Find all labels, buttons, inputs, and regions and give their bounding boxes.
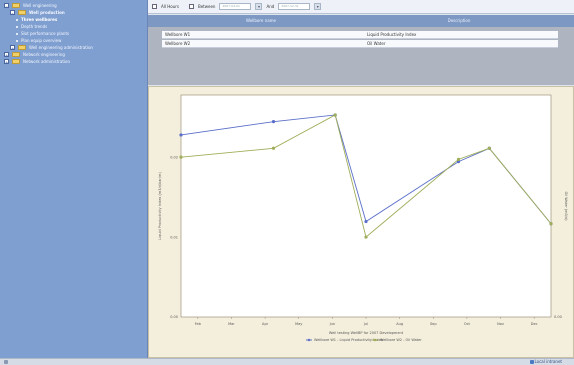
status-bar: Local intranet <box>0 358 574 365</box>
tree-item-label: Plan equip overview <box>21 38 62 43</box>
data-point <box>456 160 461 164</box>
expand-icon[interactable]: + <box>10 45 15 51</box>
data-point <box>364 219 368 224</box>
line-chart: Feb Mar Apr May Jun Jul Aug Sep Oct Nov Dec 0.00 0.0… <box>158 94 568 342</box>
tree-item-label: Network administration <box>23 59 71 64</box>
legend-marker <box>373 338 377 342</box>
table-row[interactable]: Wellbore W1 Liquid Productivity Index <box>162 31 558 39</box>
chart-panel: Feb Mar Apr May Jun Jul Aug Sep Oct Nov Dec 0.00 0.0… <box>148 86 574 358</box>
x-tick-label: Dec <box>531 322 538 326</box>
folder-icon <box>18 45 26 50</box>
x-axis-label: Well testing WellBP for 2007 Development <box>329 331 404 335</box>
row-description-cell: Oil Water <box>367 41 386 46</box>
x-tick-label: Mar <box>228 322 235 326</box>
from-date-input[interactable]: 2007-04-01 <box>219 3 252 10</box>
data-point <box>271 120 276 124</box>
and-label: And <box>266 4 275 9</box>
tree-item[interactable]: + Network engineering <box>4 51 65 58</box>
tree-item[interactable]: – Well engineering <box>4 2 57 9</box>
folder-icon <box>12 52 20 57</box>
tree-item[interactable]: Depth trends <box>16 23 47 30</box>
data-point <box>179 133 183 137</box>
y-tick-label: 0.02 <box>170 155 178 159</box>
y2-axis-label: Oil Water (m3/d) <box>564 191 568 221</box>
x-tick-label: Jul <box>363 322 368 326</box>
column-header-description[interactable]: Description <box>447 18 471 23</box>
tree-item[interactable]: + Well engineering administration <box>10 44 93 51</box>
tree-item[interactable]: Three wellbores <box>16 16 57 23</box>
legend-label: Wellbore W1 - Liquid Productivity Index <box>314 338 383 342</box>
status-text: Local intranet <box>534 359 562 364</box>
tree-item-label: Well production <box>29 10 65 15</box>
tree-item-label: Well engineering <box>23 3 57 8</box>
x-tick-label: Jun <box>329 322 335 326</box>
x-tick-label: May <box>295 322 302 326</box>
intranet-icon <box>530 360 534 364</box>
tree-item-label: Slot performance plants <box>21 31 70 36</box>
data-point <box>179 155 183 159</box>
y2-tick-label: 0.00 <box>554 315 562 319</box>
table-row[interactable]: Wellbore W2 Oil Water <box>162 40 558 48</box>
navigation-tree: – Well engineering – Well production Three w… <box>0 0 148 358</box>
plot-area <box>180 94 552 318</box>
x-tick-label: Apr <box>262 322 269 326</box>
grid-header: Wellbore name Description <box>148 15 574 27</box>
folder-icon <box>12 3 20 8</box>
bullet-icon <box>16 18 18 21</box>
between-label: Between <box>197 4 216 9</box>
legend-marker <box>307 338 311 342</box>
x-tick-label: Sep <box>430 322 437 326</box>
bullet-icon <box>16 25 18 28</box>
tree-item-label: Well engineering administration <box>29 45 93 50</box>
legend-label: Wellbore W2 - Oil Water <box>380 338 422 342</box>
to-date-input[interactable]: 2007-12-31 <box>278 3 311 10</box>
all-hours-label: All Hours <box>161 4 179 9</box>
column-header-name[interactable]: Wellbore name <box>245 18 277 23</box>
data-point <box>271 146 276 150</box>
tree-item-label: Depth trends <box>21 24 48 29</box>
x-tick-label: Feb <box>195 322 202 326</box>
bullet-icon <box>16 32 18 35</box>
from-date-dropdown-icon[interactable]: ▾ <box>255 3 263 10</box>
y-axis-label: Liquid Productivity Index (m3/d/bar/m) <box>158 172 162 240</box>
date-filter-toolbar: All Hours Between 2007-04-01 ▾ And 2007-… <box>148 0 574 14</box>
collapse-icon[interactable]: – <box>4 3 9 9</box>
row-name-cell: Wellbore W2 <box>165 41 191 46</box>
data-point <box>364 235 368 239</box>
row-description-cell: Liquid Productivity Index <box>367 32 417 37</box>
bullet-icon <box>16 39 18 42</box>
x-tick-label: Oct <box>464 322 471 326</box>
data-point <box>487 146 491 150</box>
y-tick-label: 0.00 <box>170 315 178 319</box>
data-point <box>333 113 337 117</box>
to-date-dropdown-icon[interactable]: ▾ <box>314 3 322 10</box>
collapse-icon[interactable]: – <box>10 10 15 16</box>
folder-icon <box>18 10 26 15</box>
tree-item[interactable]: Plan equip overview <box>16 37 61 44</box>
expand-icon[interactable]: + <box>4 52 9 58</box>
page-icon <box>4 360 8 364</box>
tree-item-label: Network engineering <box>23 52 65 57</box>
all-hours-checkbox[interactable] <box>152 4 157 9</box>
tree-item[interactable]: + Network administration <box>4 58 70 65</box>
folder-icon <box>12 59 20 64</box>
y-tick-label: 0.01 <box>170 235 178 239</box>
x-tick-label: Aug <box>396 322 403 326</box>
data-point <box>549 222 553 226</box>
row-name-cell: Wellbore W1 <box>165 32 191 37</box>
tree-item[interactable]: Slot performance plants <box>16 30 69 37</box>
data-point <box>456 157 461 161</box>
between-checkbox[interactable] <box>188 4 194 9</box>
expand-icon[interactable]: + <box>4 59 9 65</box>
tree-item-label: Three wellbores <box>21 17 58 22</box>
wellbore-grid: Wellbore name Description Wellbore W1 Li… <box>148 15 574 85</box>
x-tick-label: Nov <box>497 322 504 326</box>
tree-item[interactable]: – Well production <box>10 9 65 16</box>
